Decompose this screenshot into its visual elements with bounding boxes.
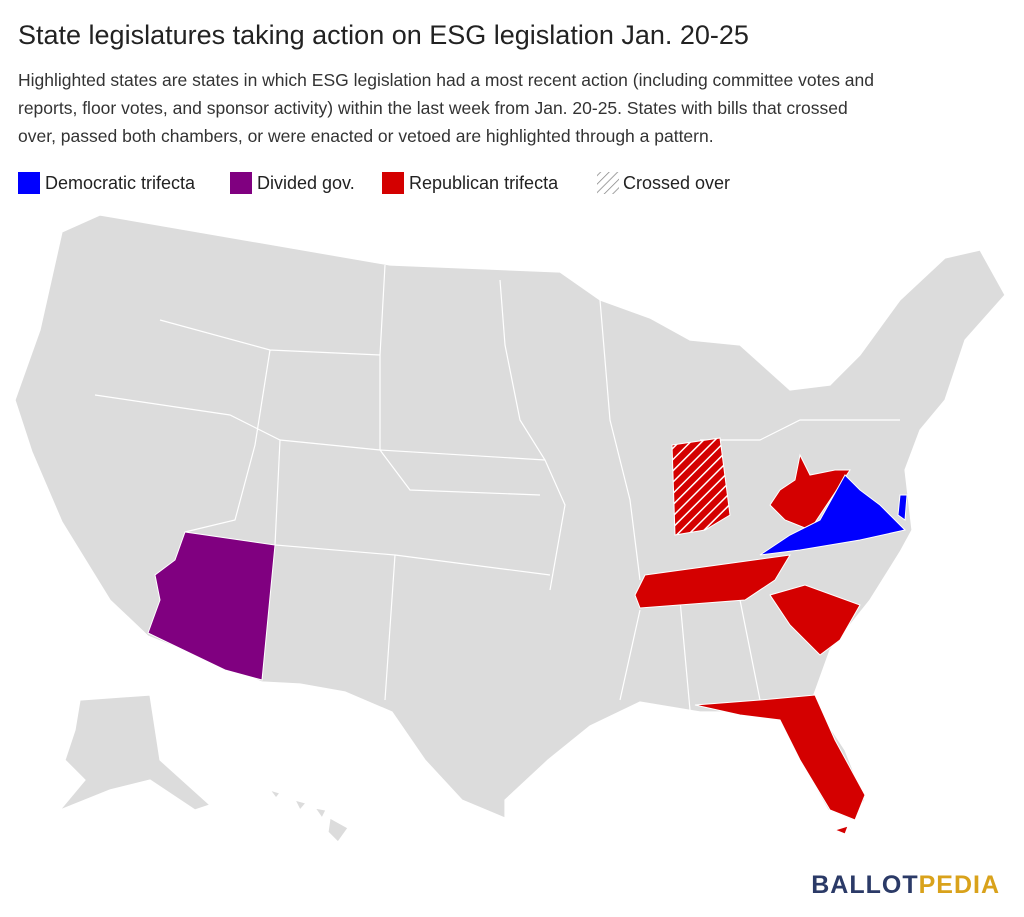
legend-swatch (382, 172, 404, 194)
state-shape (671, 437, 731, 536)
legend-label: Republican trifecta (409, 173, 559, 193)
map (14, 214, 1006, 843)
legend-swatch (597, 172, 619, 194)
subtitle-line: Highlighted states are states in which E… (18, 70, 874, 90)
logo-part: PEDIA (919, 871, 1000, 899)
state-shape (759, 474, 906, 556)
legend-swatch (230, 172, 252, 194)
state-shape (694, 694, 866, 835)
legend-label: Crossed over (623, 173, 730, 193)
state-shape (769, 584, 861, 656)
state-shape (147, 531, 276, 681)
state-border (94, 264, 900, 711)
subtitle-line: reports, floor votes, and sponsor activi… (18, 98, 848, 118)
logo-part: BALLOT (811, 871, 918, 899)
legend-swatch (18, 172, 40, 194)
legend: Democratic trifecta Divided gov. Republi… (18, 172, 730, 194)
logo: BALLOTPEDIA (811, 871, 1000, 899)
alaska (59, 694, 212, 811)
state-shape (897, 494, 908, 521)
title: State legislatures taking action on ESG … (18, 20, 749, 50)
hawaii (268, 788, 349, 843)
subtitle-line: over, passed both chambers, or were enac… (18, 126, 714, 146)
state-shape (634, 554, 791, 609)
legend-label: Democratic trifecta (45, 173, 196, 193)
legend-label: Divided gov. (257, 173, 355, 193)
